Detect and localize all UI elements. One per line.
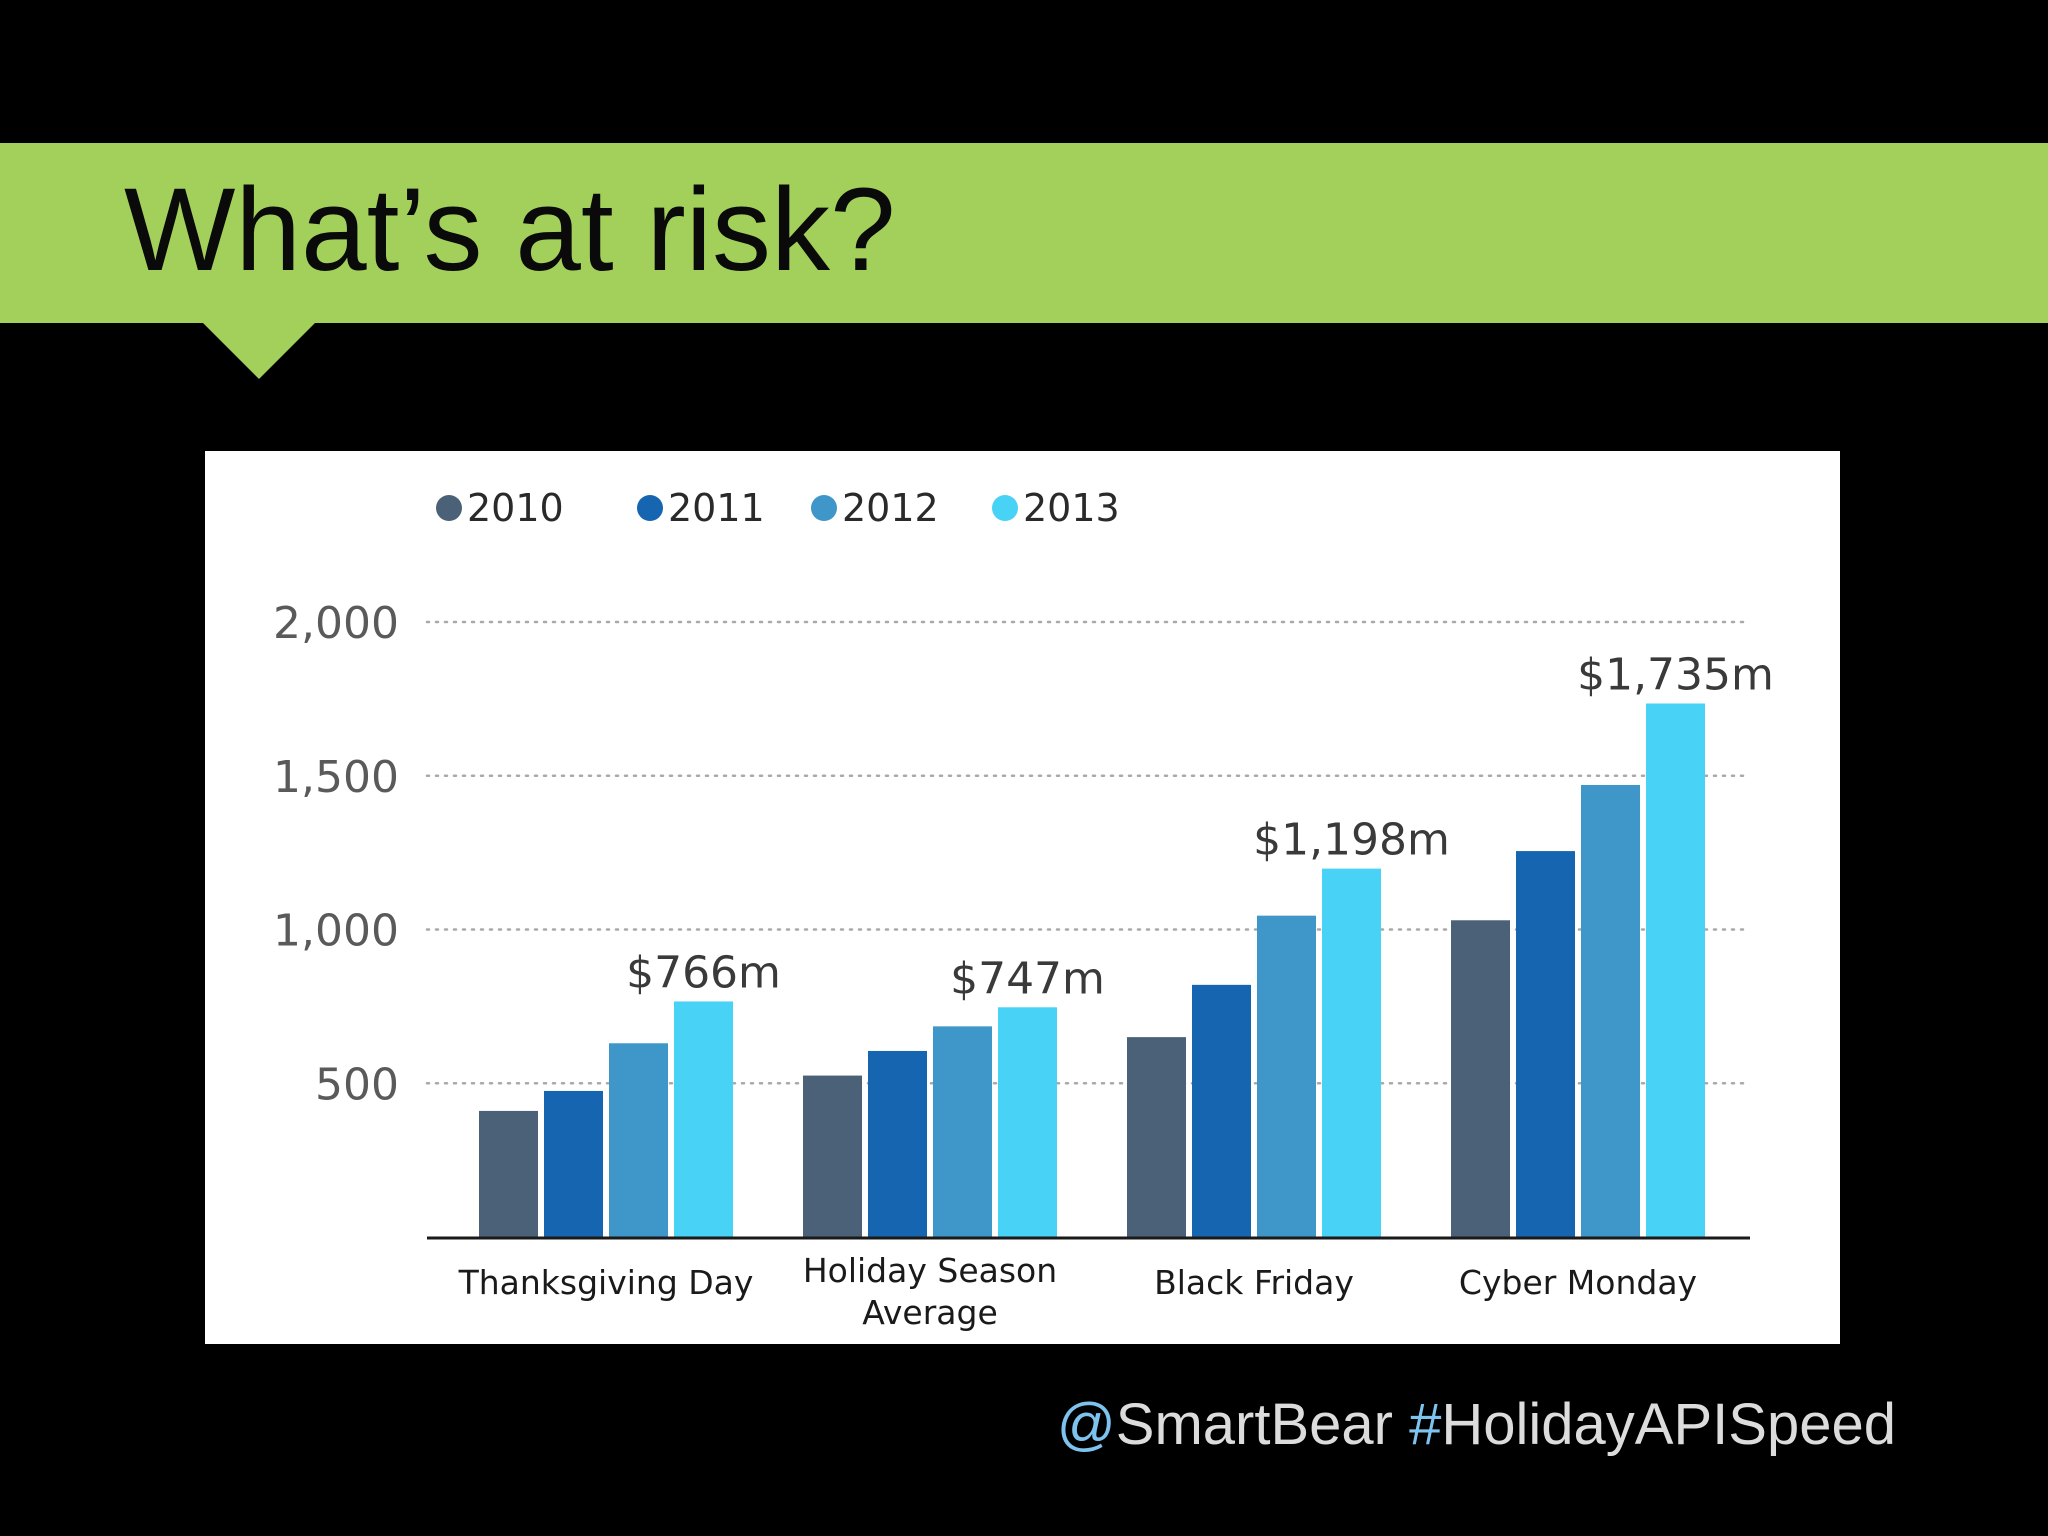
y-tick-label-3: 2,000 — [273, 598, 399, 649]
y-tick-label-0: 500 — [315, 1059, 399, 1110]
category-label-1-0: Holiday Season — [803, 1251, 1057, 1290]
bar-2-2 — [1257, 915, 1316, 1237]
data-label-2: $1,198m — [1253, 815, 1450, 866]
bar-0-0 — [479, 1110, 538, 1237]
bar-0-3 — [674, 1001, 733, 1237]
bar-3-2 — [1581, 784, 1640, 1237]
slide-title: What’s at risk? — [124, 164, 896, 296]
title-pointer — [202, 322, 316, 379]
bar-1-3 — [998, 1007, 1057, 1237]
hash-symbol: # — [1409, 1392, 1442, 1457]
bar-3-1 — [1516, 851, 1575, 1237]
bar-2-3 — [1322, 868, 1381, 1237]
bar-chart: 500 1,000 1,500 2,000 Thanksgiving Day Holida… — [273, 486, 1774, 1332]
legend-marker-0 — [436, 495, 462, 521]
legend-marker-3 — [992, 495, 1018, 521]
legend-marker-2 — [811, 495, 837, 521]
footer-tagline: @SmartBear #HolidayAPISpeed — [1057, 1390, 1896, 1460]
bar-0-1 — [544, 1090, 603, 1237]
hashtag: HolidayAPISpeed — [1441, 1392, 1896, 1457]
data-label-1: $747m — [950, 953, 1105, 1004]
bar-2-1 — [1192, 984, 1251, 1237]
legend-label-1: 2011 — [668, 486, 765, 530]
bar-1-2 — [933, 1026, 992, 1237]
legend-label-2: 2012 — [842, 486, 939, 530]
category-label-0-0: Thanksgiving Day — [458, 1263, 754, 1302]
data-label-3: $1,735m — [1577, 649, 1774, 700]
y-tick-label-1: 1,000 — [273, 906, 399, 957]
bar-3-0 — [1451, 920, 1510, 1237]
at-symbol: @ — [1056, 1392, 1116, 1457]
legend-label-0: 2010 — [467, 486, 564, 530]
category-label-3-0: Cyber Monday — [1459, 1263, 1697, 1302]
bar-1-1 — [868, 1050, 927, 1237]
bar-0-2 — [609, 1043, 668, 1237]
category-label-2-0: Black Friday — [1154, 1263, 1354, 1302]
y-tick-label-2: 1,500 — [273, 752, 399, 803]
title-banner — [0, 143, 2048, 323]
legend-marker-1 — [637, 495, 663, 521]
chart-panel: 500 1,000 1,500 2,000 Thanksgiving Day Holida… — [205, 451, 1840, 1344]
twitter-handle: SmartBear — [1115, 1392, 1393, 1457]
category-label-1-1: Average — [862, 1293, 998, 1332]
bar-1-0 — [803, 1075, 862, 1237]
legend-label-3: 2013 — [1023, 486, 1120, 530]
bar-2-0 — [1127, 1037, 1186, 1237]
data-label-0: $766m — [626, 947, 781, 998]
bar-3-3 — [1646, 703, 1705, 1237]
